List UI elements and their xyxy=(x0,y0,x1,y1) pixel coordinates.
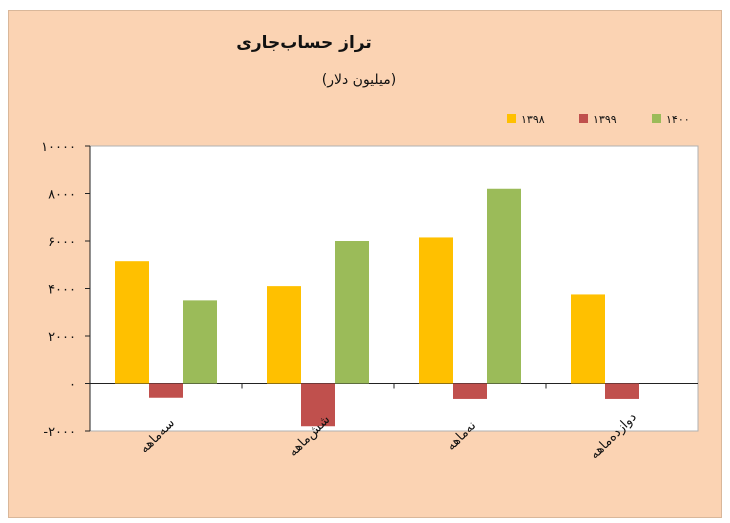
chart-title: تراز حساب‌جاری xyxy=(236,33,372,53)
legend-label: ۱۳۹۹ xyxy=(593,113,617,126)
legend-swatch xyxy=(579,114,588,123)
y-tick-label: ۴۰۰۰ xyxy=(48,283,76,298)
legend-label: ۱۴۰۰ xyxy=(666,113,690,126)
bar-chart: تراز حساب‌جاری (میلیون دلار) ۱۳۹۸ ۱۳۹۹ ۱۴۰… xyxy=(41,33,699,462)
y-tick-label: ۱۰۰۰۰ xyxy=(41,140,76,155)
bar-4-2 xyxy=(605,383,639,399)
bar-1-1 xyxy=(115,261,149,384)
chart-subtitle: (میلیون دلار) xyxy=(322,72,396,88)
y-tick-label: ۰ xyxy=(69,378,76,393)
bar-1-3 xyxy=(183,300,217,384)
bar-2-2 xyxy=(301,383,335,427)
y-tick-label: ۸۰۰۰ xyxy=(48,188,76,203)
y-tick-label: ۶۰۰۰ xyxy=(48,235,76,250)
y-tick-label: -۲۰۰۰ xyxy=(43,425,76,440)
legend-label: ۱۳۹۸ xyxy=(521,113,545,126)
bar-1-2 xyxy=(149,383,183,398)
legend-swatch xyxy=(652,114,661,123)
bar-3-3 xyxy=(487,188,521,384)
legend: ۱۳۹۸ ۱۳۹۹ ۱۴۰۰ xyxy=(507,113,690,126)
chart-frame: تراز حساب‌جاری (میلیون دلار) ۱۳۹۸ ۱۳۹۹ ۱۴۰… xyxy=(8,10,722,518)
bar-2-3 xyxy=(335,241,369,384)
y-tick-label: ۲۰۰۰ xyxy=(48,330,76,345)
bar-3-2 xyxy=(453,383,487,399)
bar-2-1 xyxy=(267,286,301,384)
bar-4-1 xyxy=(571,294,605,384)
bars xyxy=(115,188,639,427)
bar-3-1 xyxy=(419,237,453,384)
legend-swatch xyxy=(507,114,516,123)
